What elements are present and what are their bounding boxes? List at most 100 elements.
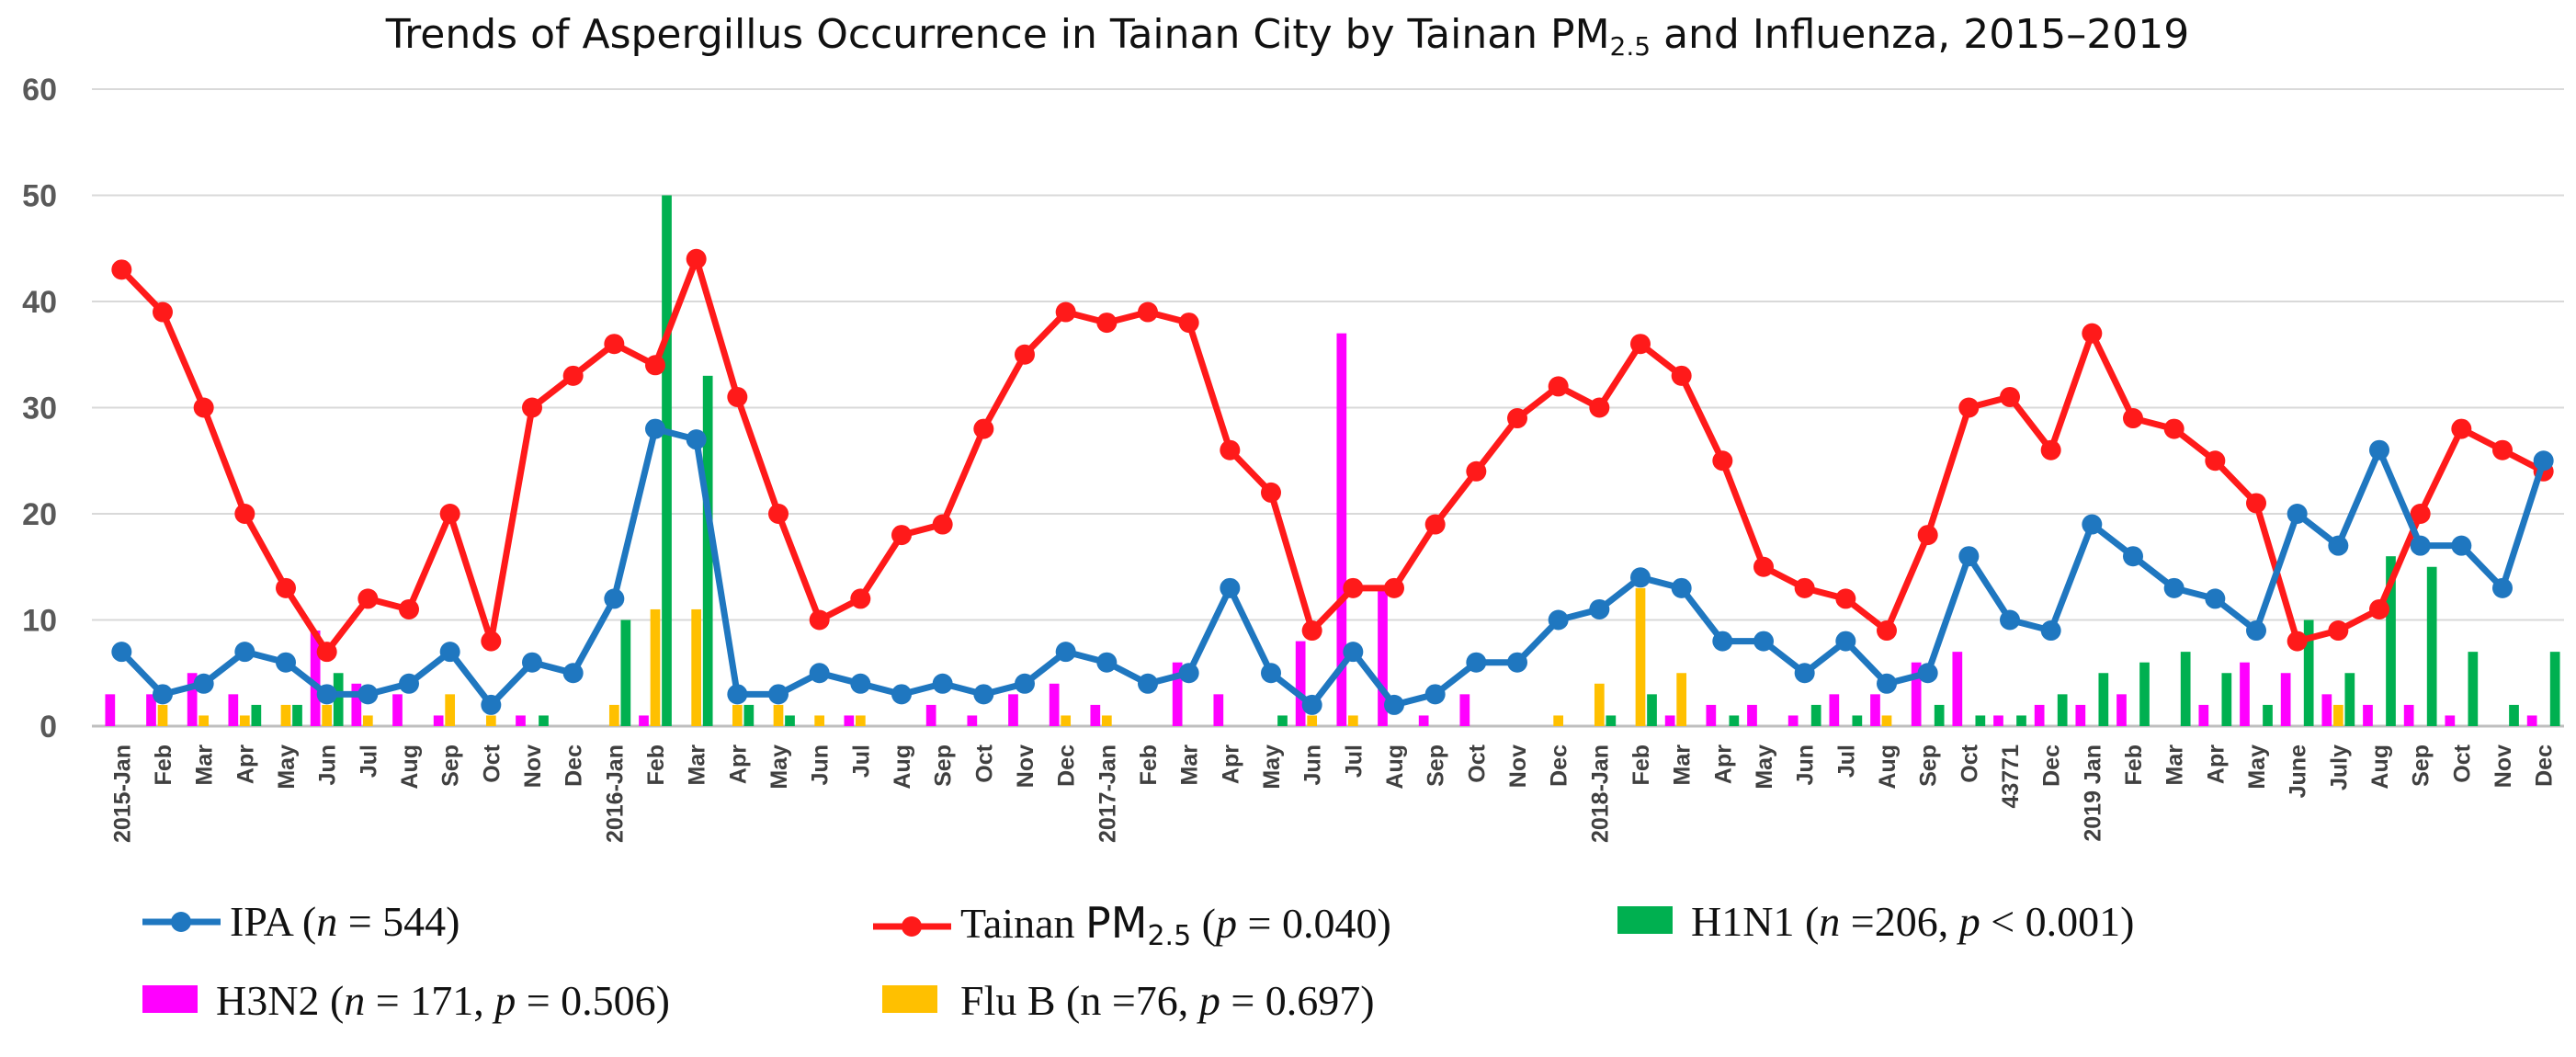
bar-h1n1 xyxy=(2549,652,2560,726)
x-tick-label: Oct xyxy=(479,744,505,782)
bar-h1n1 xyxy=(1277,715,1288,726)
bar-h1n1 xyxy=(2344,673,2355,726)
point-pm25 xyxy=(1138,301,1158,323)
point-ipa xyxy=(1753,631,1774,652)
x-tick-label: Sep xyxy=(1916,744,1942,787)
point-pm25 xyxy=(1877,620,1897,642)
point-ipa xyxy=(234,642,255,663)
point-ipa xyxy=(316,684,337,705)
bar-h1n1 xyxy=(1810,704,1821,726)
point-pm25 xyxy=(2123,408,2143,429)
bar-h1n1 xyxy=(620,619,631,726)
bar-h3n2 xyxy=(1213,694,1224,726)
legend-h3n2-label: H3N2 (n = 171, p = 0.506) xyxy=(216,977,670,1024)
x-tick-label: Aug xyxy=(890,744,915,790)
y-tick-label: 10 xyxy=(22,604,57,639)
point-ipa xyxy=(1015,673,1035,694)
bar-h3n2 xyxy=(1829,694,1840,726)
bar-h3n2 xyxy=(1787,715,1799,726)
point-ipa xyxy=(193,673,214,694)
point-ipa xyxy=(768,684,789,705)
point-pm25 xyxy=(1301,620,1322,642)
point-pm25 xyxy=(645,355,665,376)
x-tick-label: Aug xyxy=(1875,744,1901,790)
point-ipa xyxy=(481,694,502,715)
point-ipa xyxy=(1712,631,1733,652)
x-tick-label: Oct xyxy=(2449,744,2475,782)
bar-h1n1 xyxy=(743,704,755,726)
x-tick-label: Mar xyxy=(685,744,710,786)
point-ipa xyxy=(2410,535,2431,556)
point-pm25 xyxy=(2246,493,2266,514)
point-ipa xyxy=(1424,684,1446,705)
point-ipa xyxy=(1671,577,1692,598)
x-tick-label: Feb xyxy=(1628,744,1654,785)
x-tick-label: Jun xyxy=(1300,744,1326,785)
point-pm25 xyxy=(850,588,871,609)
point-pm25 xyxy=(481,631,502,652)
bar-h1n1 xyxy=(662,195,672,726)
x-tick-label: 2018-Jan xyxy=(1587,744,1613,843)
x-tick-label: Aug xyxy=(2367,744,2393,790)
point-pm25 xyxy=(768,504,789,524)
point-pm25 xyxy=(2205,450,2226,472)
point-ipa xyxy=(1096,652,1118,673)
point-ipa xyxy=(2082,514,2103,535)
point-pm25 xyxy=(2082,323,2103,344)
point-pm25 xyxy=(727,386,748,407)
x-tick-label: Mar xyxy=(1670,744,1696,786)
point-pm25 xyxy=(522,397,542,418)
bar-h1n1 xyxy=(2468,652,2479,726)
x-tick-label: Oct xyxy=(1464,744,1490,782)
point-pm25 xyxy=(932,514,953,535)
point-pm25 xyxy=(2410,504,2431,524)
point-pm25 xyxy=(1343,577,1364,598)
x-tick-label: May xyxy=(2244,744,2270,790)
x-tick-label: Nov xyxy=(2491,744,2516,788)
bar-h3n2 xyxy=(1459,694,1470,726)
bar-h1n1 xyxy=(1934,704,1945,726)
bar-h3n2 xyxy=(1090,704,1101,726)
x-tick-label: Apr xyxy=(725,744,751,784)
point-pm25 xyxy=(809,609,830,631)
point-pm25 xyxy=(2492,439,2513,460)
bar-h3n2 xyxy=(187,673,198,726)
point-pm25 xyxy=(1261,482,1281,503)
point-ipa xyxy=(153,684,173,705)
x-tick-label: Jun xyxy=(315,744,341,785)
x-tick-label: Dec xyxy=(1054,744,1080,787)
bar-h3n2 xyxy=(1911,662,1922,726)
bar-h3n2 xyxy=(1870,694,1880,726)
point-pm25 xyxy=(562,365,584,386)
point-ipa xyxy=(2246,620,2266,642)
x-tick-label: 43771 xyxy=(1998,744,2024,809)
point-pm25 xyxy=(1917,525,1938,546)
bar-h3n2 xyxy=(844,715,855,726)
bar-h3n2 xyxy=(1706,704,1717,726)
x-tick-label: Sep xyxy=(2409,744,2434,787)
x-tick-label: July xyxy=(2326,744,2352,790)
bar-flub xyxy=(691,608,702,726)
bar-h3n2 xyxy=(1172,662,1183,726)
bar-flub xyxy=(1061,715,1072,726)
point-pm25 xyxy=(439,504,460,524)
series-line-ipa xyxy=(119,426,2548,709)
x-tick-label: Dec xyxy=(562,744,587,787)
point-ipa xyxy=(850,673,871,694)
point-pm25 xyxy=(1712,450,1733,472)
point-pm25 xyxy=(1589,397,1610,418)
point-ipa xyxy=(809,663,830,684)
point-pm25 xyxy=(1958,397,1980,418)
bar-h1n1 xyxy=(2426,566,2437,726)
point-pm25 xyxy=(1753,556,1774,577)
bar-h3n2 xyxy=(1336,333,1347,726)
point-ipa xyxy=(1261,663,1281,684)
bar-flub xyxy=(280,704,291,726)
bar-flub xyxy=(1347,715,1358,726)
bar-h3n2 xyxy=(1952,652,1963,726)
x-tick-label: Jul xyxy=(356,744,381,778)
legend-ipa-label: IPA (n = 544) xyxy=(230,898,460,945)
bar-h1n1 xyxy=(1852,715,1863,726)
legend-item-h3n2: H3N2 (n = 171, p = 0.506) xyxy=(142,977,670,1024)
bar-h3n2 xyxy=(2445,715,2456,726)
